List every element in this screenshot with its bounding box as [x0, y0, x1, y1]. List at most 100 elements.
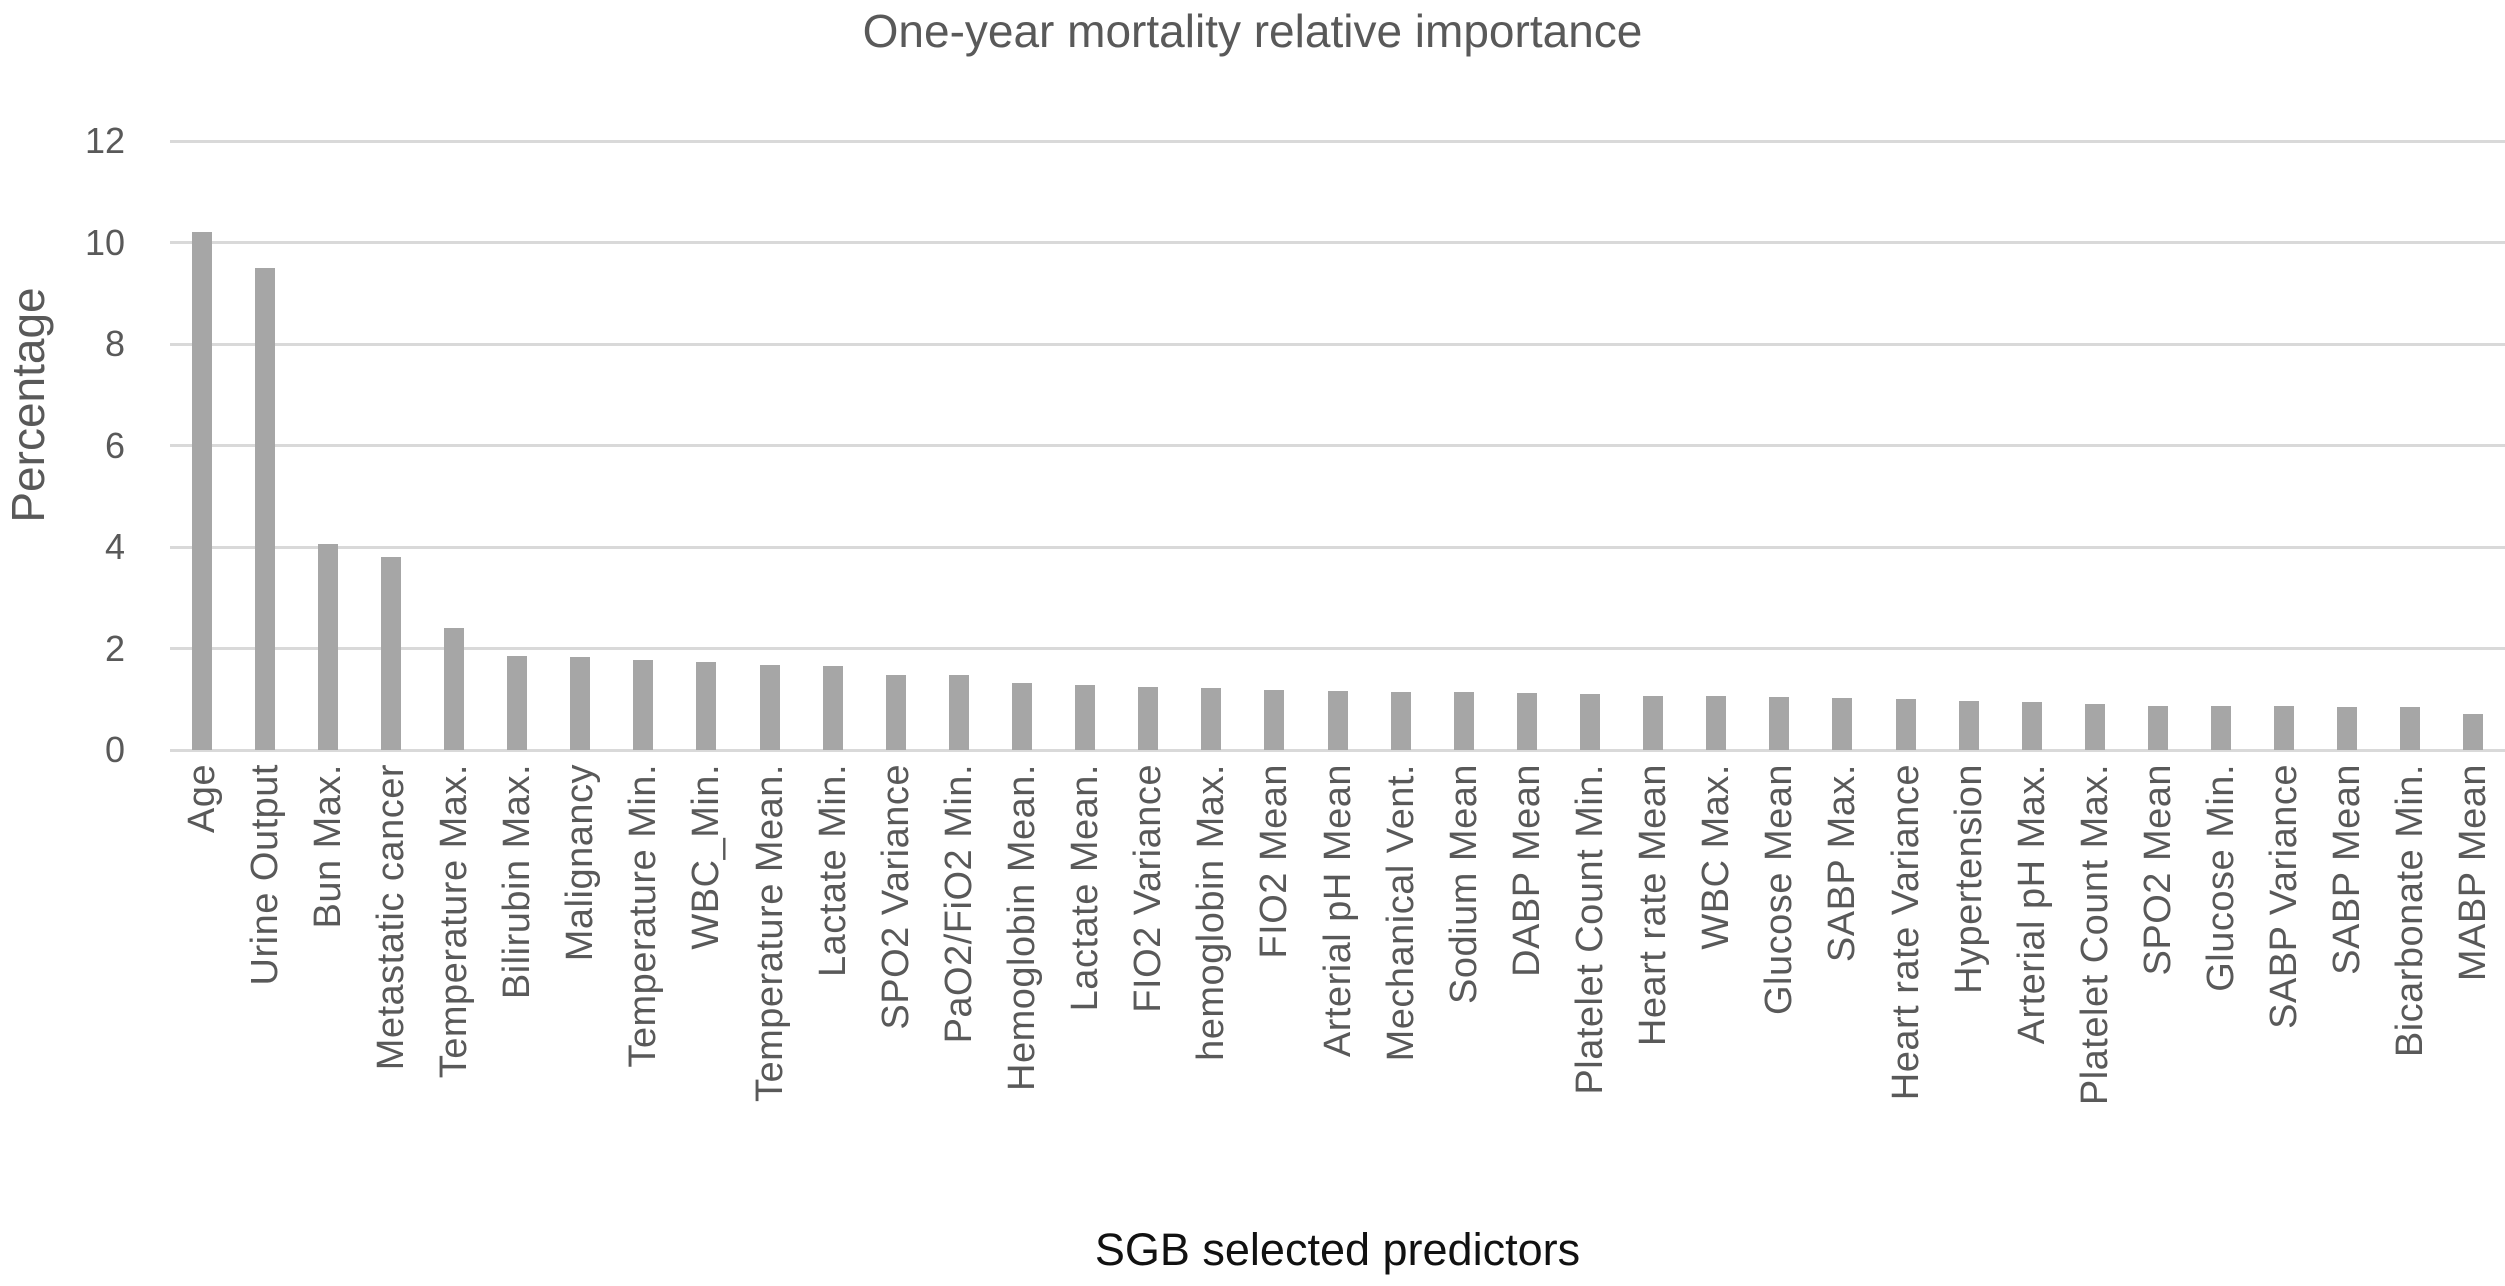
bar-Lactate Mean.	[1075, 684, 1096, 750]
x-label-slot: Arterial pH Max.	[2000, 764, 2063, 1044]
x-label-slot: Age	[170, 764, 233, 833]
bar-Hypertension	[1958, 701, 1979, 750]
bar-slot	[2126, 141, 2189, 750]
bar-series	[170, 141, 2505, 750]
bar-slot	[2442, 141, 2505, 750]
bar-slot	[1243, 141, 1306, 750]
bar-SABP Mean	[2337, 706, 2358, 750]
bar-slot	[233, 141, 296, 750]
category-label: Bun Max.	[306, 764, 349, 929]
x-label-slot: Mechanical Vent.	[1369, 764, 1432, 1061]
chart-title: One-year mortality relative importance	[862, 5, 1643, 57]
bar-WBC Max.	[1706, 696, 1727, 750]
x-label-slot: SABP Variance	[2253, 764, 2316, 1029]
bar-Glucose Min.	[2211, 706, 2232, 750]
bar-slot	[1180, 141, 1243, 750]
category-label: Arterial pH Max.	[2010, 764, 2053, 1045]
x-axis-category-labels: Age Urine Output Bun Max. Metastatic cancer…	[170, 764, 2505, 1105]
gridline-y-2	[170, 647, 2505, 650]
category-label: PaO2/FiO2 Min.	[937, 764, 980, 1044]
category-label: WBC_Min.	[685, 764, 728, 950]
x-label-slot: Bilirubin Max.	[486, 764, 549, 999]
bar-slot	[296, 141, 359, 750]
category-label: Hypertension	[1947, 764, 1990, 994]
y-tick-label-10: 10	[84, 221, 125, 263]
gridline-y-0	[170, 748, 2505, 752]
bar-slot	[2253, 141, 2316, 750]
bar-Platelet Count Max.	[2084, 704, 2105, 750]
bar-Arterial pH Max.	[2021, 702, 2042, 750]
y-tick-label-12: 12	[84, 120, 125, 161]
bar-Age	[191, 232, 212, 750]
x-label-slot: Malignancy	[549, 764, 612, 961]
bar-slot	[1685, 141, 1748, 750]
x-label-slot: SPO2 Variance	[864, 764, 927, 1030]
bar-Heart rate Variance	[1895, 699, 1916, 750]
y-tick-label-8: 8	[104, 323, 125, 364]
x-label-slot: Metastatic cancer	[359, 764, 422, 1070]
bar-slot	[486, 141, 549, 750]
category-label: Temperature Max.	[432, 764, 475, 1079]
x-label-slot: SPO2 Mean	[2126, 764, 2189, 976]
category-label: Glucose Min.	[2200, 764, 2243, 992]
bar-Metastatic cancer	[380, 557, 401, 750]
bar-slot	[1874, 141, 1937, 750]
bar-Sodium Mean	[1453, 692, 1474, 750]
gridline-y-8	[170, 342, 2505, 346]
x-label-slot: Lactate Mean.	[1054, 764, 1117, 1011]
x-label-slot: SABP Mean	[2316, 764, 2379, 975]
x-label-slot: Platelet Count Min.	[1558, 764, 1621, 1095]
y-tick-label-4: 4	[104, 526, 125, 567]
category-label: Heart rate Variance	[1884, 764, 1927, 1101]
bar-slot	[1937, 141, 2000, 750]
bar-FIO2 Mean	[1264, 690, 1285, 750]
bar-slot	[170, 141, 233, 750]
x-label-slot: Temperature Min.	[612, 764, 675, 1068]
category-label: SPO2 Mean	[2136, 764, 2179, 976]
category-label: Mechanical Vent.	[1379, 764, 1422, 1062]
x-label-slot: WBC_Min.	[675, 764, 738, 950]
gridline-y-12	[170, 139, 2505, 143]
bar-Bun Max.	[317, 544, 338, 750]
x-label-slot: Bun Max.	[296, 764, 359, 929]
bar-Temperature Mean.	[759, 665, 780, 750]
bar-slot	[801, 141, 864, 750]
x-label-slot: Arterial pH Mean	[1306, 764, 1369, 1057]
category-label: Heart rate Mean	[1632, 764, 1675, 1047]
plot-area	[170, 139, 2505, 752]
y-tick-label-0: 0	[104, 729, 125, 770]
category-label: Urine Output	[243, 764, 286, 986]
y-axis-tick-labels: 0 2 4 6 8 10 12	[0, 121, 125, 770]
bar-slot	[990, 141, 1053, 750]
bar-slot	[927, 141, 990, 750]
x-label-slot: DABP Mean	[1495, 764, 1558, 977]
bar-slot	[422, 141, 485, 750]
bar-slot	[1558, 141, 1621, 750]
x-label-slot: FIO2 Variance	[1117, 764, 1180, 1013]
x-label-slot: Sodium Mean	[1432, 764, 1495, 1004]
x-label-slot: Urine Output	[233, 764, 296, 985]
bar-Temperature Min.	[633, 660, 654, 750]
bar-Lactate Min.	[822, 666, 843, 750]
category-label: Bilirubin Max.	[496, 764, 539, 1000]
bar-slot	[2190, 141, 2253, 750]
x-label-slot: PaO2/FiO2 Min.	[927, 764, 990, 1043]
bar-MABP Mean	[2463, 714, 2484, 750]
bar-hemoglobin Max.	[1201, 688, 1222, 750]
x-label-slot: hemoglobin Max.	[1180, 764, 1243, 1061]
bar-slot	[1432, 141, 1495, 750]
bar-WBC_Min.	[696, 662, 717, 750]
bar-PaO2/FiO2 Min.	[948, 675, 969, 750]
bar-slot	[864, 141, 927, 750]
category-label: Platelet Count Min.	[1568, 764, 1611, 1095]
bar-Urine Output	[254, 267, 275, 750]
x-label-slot: Hemoglobin Mean.	[990, 764, 1053, 1091]
x-label-slot: FIO2 Mean	[1243, 764, 1306, 959]
x-label-slot: Glucose Min.	[2190, 764, 2253, 992]
bar-slot	[675, 141, 738, 750]
bar-slot	[359, 141, 422, 750]
category-label: MABP Mean	[2452, 764, 2495, 982]
category-label: Platelet Count Max.	[2073, 764, 2116, 1106]
bar-SABP Max.	[1832, 697, 1853, 750]
